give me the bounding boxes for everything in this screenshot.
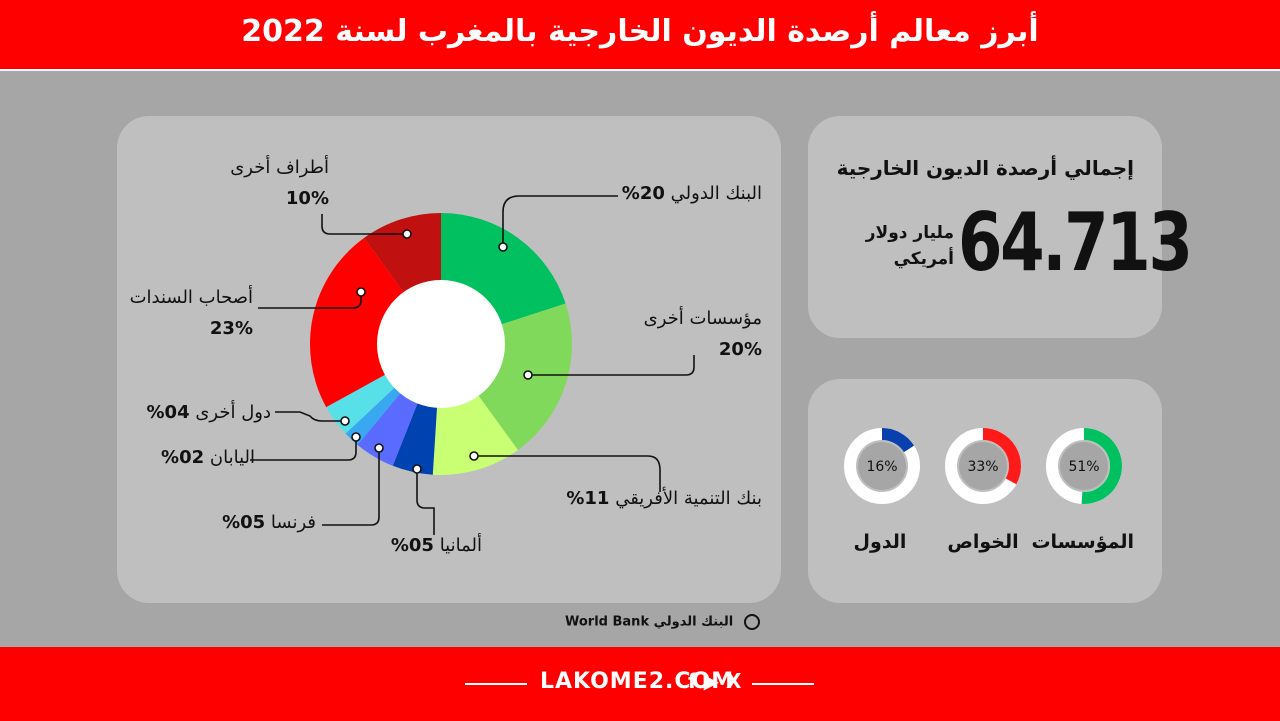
donut-pct-1: 33% — [967, 459, 998, 475]
label-other-countries-name: دول أخرى — [195, 402, 271, 423]
label-world-bank: البنك الدولي 20% — [622, 183, 762, 204]
social-icons[interactable]: f ▶ X — [688, 669, 742, 693]
leader-line-0 — [502, 195, 618, 247]
pie-slice-7 — [310, 238, 441, 408]
page-title: أبرز معالم أرصدة الديون الخارجية بالمغرب… — [241, 14, 1039, 49]
leader-line-2 — [474, 455, 661, 492]
footer-bar: LAKOME2.COM f ▶ X — [0, 647, 1280, 721]
total-unit-line1: مليار دولار — [865, 223, 954, 243]
label-germany-name: ألمانيا — [439, 535, 482, 556]
label-other-parties-pct: 10% — [285, 188, 329, 209]
leader-line-3 — [416, 469, 435, 535]
donut-arc-2 — [881, 428, 915, 453]
leader-dot-1 — [523, 370, 533, 380]
leader-line-5 — [250, 437, 357, 461]
footer-divider-left — [465, 683, 527, 685]
label-bondholders-name: أصحاب السندات — [129, 287, 253, 308]
donut-center-0 — [1060, 442, 1108, 490]
label-world-bank-name: البنك الدولي — [670, 183, 762, 204]
donut-center-2 — [858, 442, 906, 490]
label-japan-name: اليابان — [209, 447, 255, 468]
total-value: 64.713 — [958, 196, 1193, 289]
label-other-countries: دول أخرى 04% — [147, 402, 272, 423]
header-bar: أبرز معالم أرصدة الديون الخارجية بالمغرب… — [0, 0, 1280, 71]
label-other-countries-pct: 04% — [146, 402, 190, 423]
source-note: البنك الدولي World Bank — [565, 614, 760, 630]
leader-dot-3 — [412, 464, 422, 474]
footer-brand[interactable]: LAKOME2.COM — [540, 669, 735, 694]
label-bondholders-pct: 23% — [209, 318, 253, 339]
leader-dot-6 — [340, 416, 350, 426]
leader-dot-4 — [374, 443, 384, 453]
label-afdb-pct: 11% — [566, 488, 610, 509]
label-germany-pct: 05% — [390, 535, 434, 556]
label-other-institutions-pct: 20% — [718, 339, 762, 360]
leader-line-8 — [321, 214, 407, 235]
label-france-name: فرنسا — [270, 512, 316, 533]
footer-divider-right — [752, 683, 814, 685]
label-france: فرنسا 05% — [222, 512, 316, 533]
label-japan: اليابان 02% — [161, 447, 255, 468]
donut-pct-0: 51% — [1068, 459, 1099, 475]
label-bondholders: أصحاب السندات 23% — [130, 282, 253, 344]
total-panel: إجمالي أرصدة الديون الخارجية 64.713 مليا… — [808, 116, 1193, 338]
donut-arc-1 — [982, 428, 1021, 485]
label-japan-pct: 02% — [161, 447, 205, 468]
donut-label-private: الخواص — [947, 531, 1019, 553]
total-unit-line2: أمريكي — [893, 249, 954, 269]
donut-label-institutions: المؤسسات — [1031, 531, 1134, 553]
label-world-bank-pct: 20% — [621, 183, 665, 204]
donut-label-countries: الدول — [853, 531, 907, 553]
leader-line-6 — [275, 411, 345, 422]
label-france-pct: 05% — [222, 512, 266, 533]
leader-dot-0 — [498, 242, 508, 252]
pie-center-hole — [377, 280, 505, 408]
total-title: إجمالي أرصدة الديون الخارجية — [836, 156, 1134, 180]
label-afdb: بنك التنمية الأفريقي 11% — [566, 488, 762, 509]
leader-dot-8 — [402, 229, 412, 239]
leader-dot-7 — [356, 287, 366, 297]
leader-dot-5 — [351, 432, 361, 442]
label-other-institutions: مؤسسات أخرى 20% — [644, 303, 762, 365]
total-unit: مليار دولار أمريكي — [862, 220, 954, 272]
leader-line-7 — [258, 292, 362, 309]
label-other-parties: أطراف أخرى 10% — [230, 152, 329, 214]
donut-pct-2: 16% — [866, 459, 897, 475]
leader-line-4 — [322, 448, 380, 526]
source-text: البنك الدولي World Bank — [565, 614, 734, 630]
label-afdb-name: بنك التنمية الأفريقي — [615, 488, 762, 509]
label-other-institutions-name: مؤسسات أخرى — [643, 308, 762, 329]
globe-icon — [743, 614, 760, 630]
leader-line-1 — [528, 355, 695, 376]
label-germany: ألمانيا 05% — [391, 535, 482, 556]
leader-dot-2 — [469, 451, 479, 461]
donut-arc-0 — [1081, 428, 1122, 504]
donut-center-1 — [959, 442, 1007, 490]
label-other-parties-name: أطراف أخرى — [230, 157, 329, 178]
